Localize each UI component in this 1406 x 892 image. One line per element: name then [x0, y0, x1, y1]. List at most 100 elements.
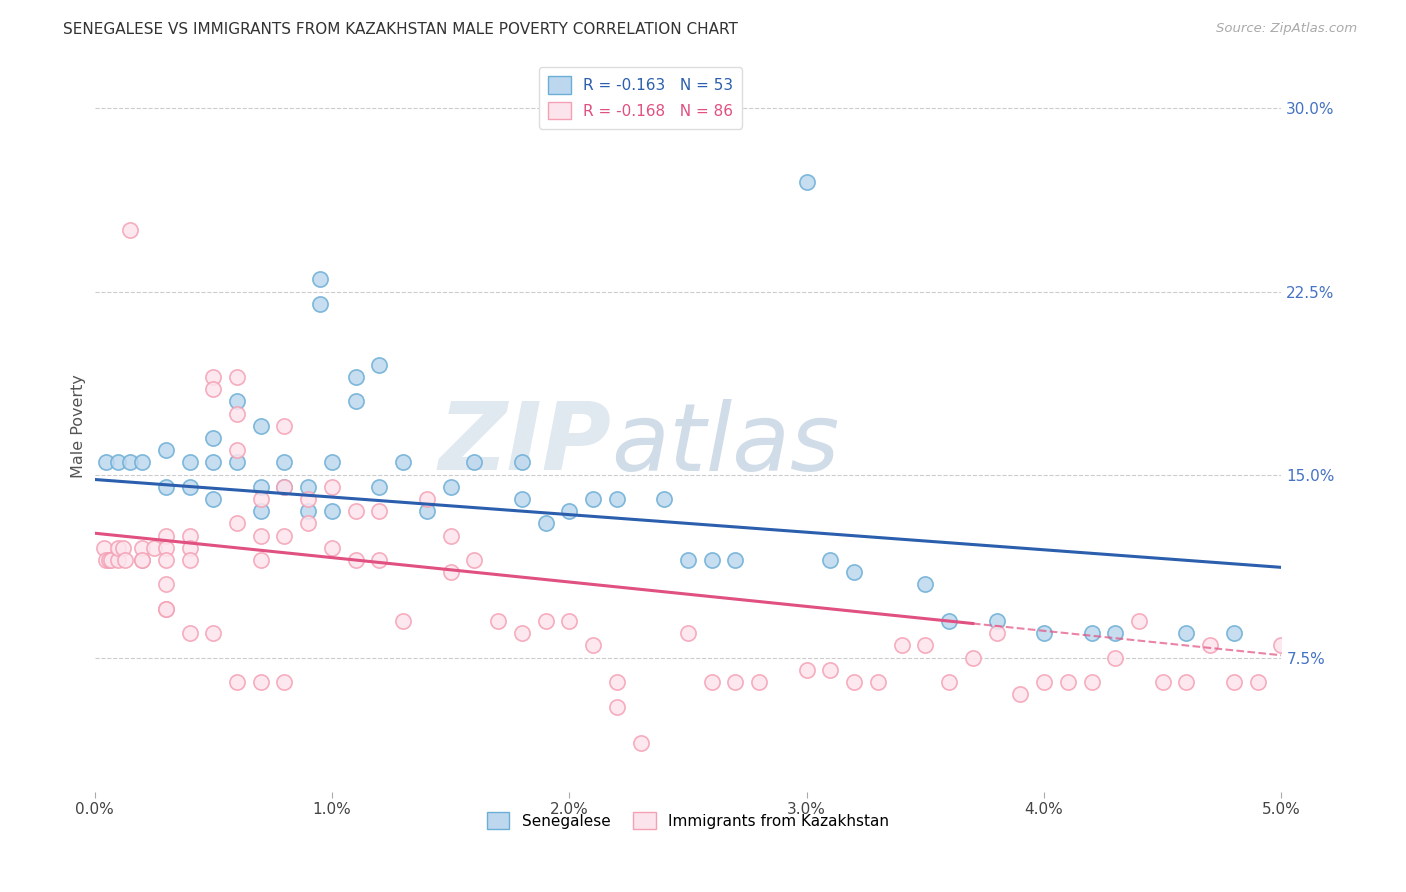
Point [202, 491, 225, 506]
Point [155, 577, 177, 591]
Point [100, 553, 122, 567]
Point [155, 480, 177, 494]
Point [249, 675, 271, 690]
Point [273, 675, 295, 690]
Point [1056, 675, 1078, 690]
Point [155, 602, 177, 616]
Point [344, 370, 367, 384]
Point [202, 382, 225, 396]
Point [155, 553, 177, 567]
Point [1104, 626, 1126, 640]
Point [249, 528, 271, 542]
Point [96, 553, 118, 567]
Point [558, 614, 581, 628]
Point [179, 541, 201, 555]
Point [107, 553, 129, 567]
Point [273, 480, 295, 494]
Point [1246, 675, 1268, 690]
Point [1199, 639, 1222, 653]
Point [962, 650, 984, 665]
Point [938, 675, 960, 690]
Point [1080, 626, 1102, 640]
Point [155, 602, 177, 616]
Point [510, 455, 533, 469]
Point [914, 639, 936, 653]
Point [606, 699, 628, 714]
Point [392, 455, 415, 469]
Point [1033, 626, 1056, 640]
Point [700, 553, 723, 567]
Y-axis label: Male Poverty: Male Poverty [72, 374, 86, 478]
Point [249, 491, 271, 506]
Point [179, 480, 201, 494]
Point [986, 626, 1008, 640]
Point [866, 675, 889, 690]
Point [582, 639, 605, 653]
Point [606, 675, 628, 690]
Point [155, 443, 177, 458]
Point [273, 528, 295, 542]
Point [439, 566, 461, 580]
Point [344, 394, 367, 409]
Point [1175, 675, 1198, 690]
Point [534, 516, 557, 531]
Point [273, 480, 295, 494]
Point [297, 491, 319, 506]
Point [226, 443, 249, 458]
Point [273, 455, 295, 469]
Point [96, 455, 118, 469]
Point [1152, 675, 1174, 690]
Point [938, 614, 960, 628]
Point [796, 175, 818, 189]
Point [131, 553, 153, 567]
Point [344, 553, 367, 567]
Point [1033, 675, 1056, 690]
Point [321, 541, 343, 555]
Point [297, 480, 319, 494]
Text: atlas: atlas [610, 399, 839, 490]
Point [131, 553, 153, 567]
Point [179, 455, 201, 469]
Point [112, 541, 135, 555]
Point [820, 663, 842, 677]
Point [796, 663, 818, 677]
Point [890, 639, 912, 653]
Point [368, 358, 391, 372]
Point [842, 566, 865, 580]
Point [202, 370, 225, 384]
Point [748, 675, 770, 690]
Point [321, 504, 343, 518]
Point [1223, 626, 1246, 640]
Point [1270, 639, 1292, 653]
Point [226, 516, 249, 531]
Point [582, 491, 605, 506]
Point [297, 504, 319, 518]
Point [226, 394, 249, 409]
Point [606, 491, 628, 506]
Point [344, 504, 367, 518]
Point [249, 480, 271, 494]
Point [439, 528, 461, 542]
Point [179, 528, 201, 542]
Point [630, 736, 652, 750]
Point [142, 541, 165, 555]
Point [1223, 675, 1246, 690]
Point [179, 553, 201, 567]
Text: Source: ZipAtlas.com: Source: ZipAtlas.com [1216, 22, 1357, 36]
Point [107, 541, 129, 555]
Point [392, 614, 415, 628]
Point [273, 418, 295, 433]
Point [131, 455, 153, 469]
Point [1010, 687, 1032, 701]
Point [309, 272, 332, 286]
Point [155, 541, 177, 555]
Point [226, 407, 249, 421]
Point [842, 675, 865, 690]
Point [155, 528, 177, 542]
Point [297, 516, 319, 531]
Point [226, 370, 249, 384]
Point [309, 296, 332, 310]
Point [510, 626, 533, 640]
Point [416, 491, 439, 506]
Point [249, 553, 271, 567]
